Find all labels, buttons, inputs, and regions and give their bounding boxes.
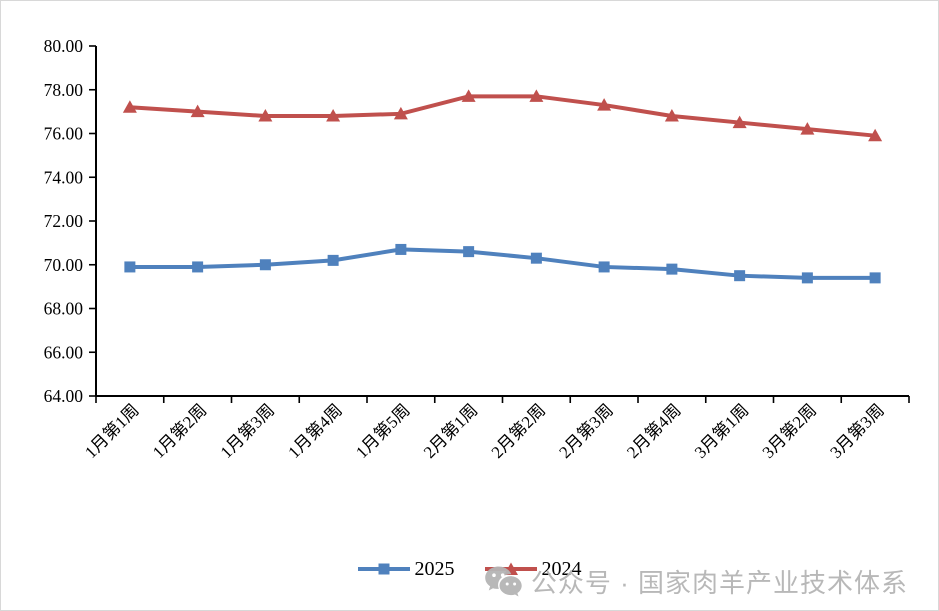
data-point-square-2025 bbox=[598, 261, 610, 273]
data-point-triangle-2024 bbox=[868, 128, 883, 142]
data-point-triangle-2024 bbox=[326, 109, 341, 122]
legend-marker-2024-line-triangle-icon bbox=[484, 562, 537, 575]
data-point-triangle-2024 bbox=[597, 98, 612, 111]
series-line-2024 bbox=[129, 94, 876, 138]
x-axis-category-label: 2月第3周 bbox=[555, 400, 617, 462]
data-point-square-2025 bbox=[530, 252, 542, 264]
chart-legend: 2025 2024 bbox=[357, 558, 582, 580]
data-point-triangle-2024 bbox=[664, 109, 679, 122]
x-axis-category-label: 3月第2周 bbox=[759, 400, 821, 462]
y-axis-tick-label: 74.00 bbox=[44, 167, 84, 187]
x-axis-category-label: 1月第2周 bbox=[149, 400, 211, 462]
y-axis-tick-label: 70.00 bbox=[44, 255, 84, 275]
data-point-square-2025 bbox=[734, 270, 746, 282]
x-axis-category-label: 1月第1周 bbox=[81, 400, 143, 462]
legend-label-2024: 2024 bbox=[541, 558, 582, 580]
data-point-square-2025 bbox=[801, 272, 813, 284]
legend-item-2025: 2025 bbox=[357, 558, 455, 580]
x-axis-category-label: 3月第3周 bbox=[826, 400, 888, 462]
y-axis-tick-label: 66.00 bbox=[44, 342, 84, 362]
y-axis-tick-label: 78.00 bbox=[44, 80, 84, 100]
line-chart-plot-area: 64.00 66.00 68.00 70.00 72.00 74.00 76.00 78.00… bbox=[44, 36, 910, 462]
data-point-square-2025 bbox=[395, 243, 407, 255]
x-axis-category-label: 2月第1周 bbox=[420, 400, 482, 462]
y-axis-tick-label: 80.00 bbox=[44, 36, 84, 56]
data-point-square-2025 bbox=[192, 261, 204, 273]
data-point-triangle-2024 bbox=[732, 115, 747, 129]
data-point-triangle-2024 bbox=[800, 122, 815, 135]
data-point-square-2025 bbox=[666, 263, 678, 275]
x-axis-category-label: 2月第2周 bbox=[488, 400, 550, 462]
legend-item-2024: 2024 bbox=[484, 558, 582, 580]
data-point-triangle-2024 bbox=[258, 109, 273, 122]
y-axis-tick-label: 64.00 bbox=[44, 386, 84, 406]
data-point-square-2025 bbox=[463, 246, 475, 258]
data-point-triangle-2024 bbox=[122, 100, 137, 113]
data-point-square-2025 bbox=[259, 259, 271, 271]
legend-label-2025: 2025 bbox=[414, 558, 455, 580]
watermark-text: 公众号 · 国家肉羊产业技术体系 bbox=[530, 568, 908, 598]
series-line-2025 bbox=[129, 247, 876, 280]
x-axis-category-label: 1月第3周 bbox=[217, 400, 279, 462]
x-axis-category-label: 1月第4周 bbox=[284, 400, 346, 462]
x-axis-category-label: 2月第4周 bbox=[623, 400, 685, 462]
data-point-square-2025 bbox=[869, 272, 881, 284]
data-point-triangle-2024 bbox=[190, 104, 205, 118]
data-point-square-2025 bbox=[327, 254, 339, 266]
x-axis-category-label: 3月第1周 bbox=[691, 400, 753, 462]
data-point-triangle-2024 bbox=[393, 106, 408, 120]
y-axis-tick-label: 76.00 bbox=[44, 124, 84, 144]
data-point-square-2025 bbox=[124, 261, 136, 273]
y-axis-tick-label: 72.00 bbox=[44, 211, 84, 231]
data-point-triangle-2024 bbox=[461, 89, 476, 102]
legend-marker-2025-line-square-icon bbox=[357, 563, 410, 575]
data-point-triangle-2024 bbox=[529, 89, 544, 102]
x-axis-category-label: 1月第5周 bbox=[352, 400, 414, 462]
y-axis-tick-label: 68.00 bbox=[44, 299, 84, 319]
